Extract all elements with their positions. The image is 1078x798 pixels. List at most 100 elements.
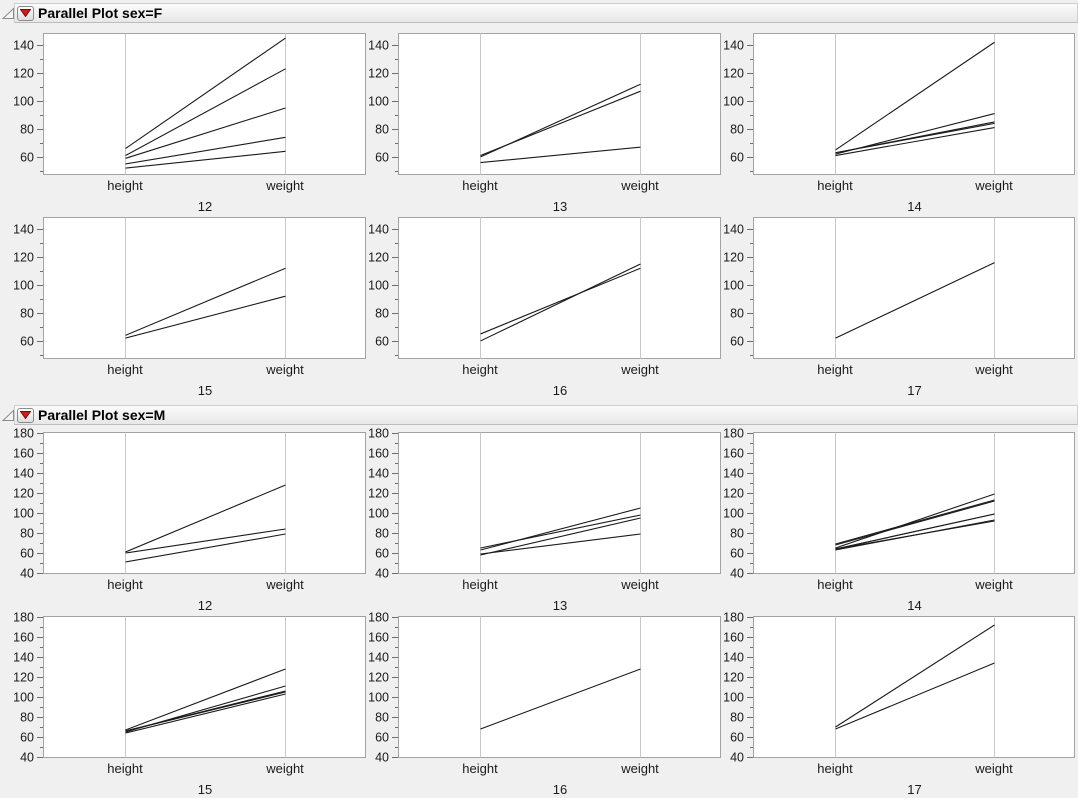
y-tick-label: 120 [368,251,389,265]
y-tick-label: 120 [723,671,744,685]
data-line[interactable] [125,528,286,554]
y-tick-label: 120 [368,67,389,81]
data-line[interactable] [835,624,995,728]
data-line[interactable] [125,136,286,165]
section-title: Parallel Plot sex=F [38,5,163,21]
red-triangle-glyph [20,411,31,419]
data-line[interactable] [480,517,641,556]
data-line[interactable] [480,514,641,549]
y-tick-label: 180 [723,427,744,441]
parallel-plot-panel-M-16[interactable]: 40 60 80 100 120 140 160 180 height weight 16 [365,602,722,798]
category-label: weight [265,577,304,592]
y-tick-label: 120 [723,487,744,501]
category-label: weight [974,178,1013,193]
y-tick-label: 100 [13,507,34,521]
parallel-plot-panel-M-13[interactable]: 40 60 80 100 120 140 160 180 height weight 13 [365,418,722,617]
y-tick-label: 60 [375,731,389,745]
parallel-plot-panel-M-12[interactable]: 40 60 80 100 120 140 160 180 height weight 12 [0,418,367,617]
y-tick-label: 100 [723,95,744,109]
y-tick-label: 140 [13,467,34,481]
data-line[interactable] [835,262,995,339]
data-line[interactable] [125,267,286,336]
y-tick-label: 120 [13,67,34,81]
parallel-plot-panel-F-16[interactable]: 60 80 100 120 140 height weight 16 [365,203,722,402]
parallel-plot-panel-M-15[interactable]: 40 60 80 100 120 140 160 180 height weight 15 [0,602,367,798]
data-line[interactable] [835,122,995,154]
y-tick-label: 40 [375,567,389,581]
data-line[interactable] [125,533,286,563]
data-line[interactable] [125,484,286,553]
parallel-plot-panel-F-12[interactable]: 60 80 100 120 140 height weight 12 [0,19,367,218]
data-line[interactable] [125,150,286,169]
y-tick-label: 140 [13,223,34,237]
y-tick-label: 100 [13,691,34,705]
parallel-plot-panel-M-14[interactable]: 40 60 80 100 120 140 160 180 height weight 14 [720,418,1076,617]
data-line[interactable] [480,263,641,342]
data-line[interactable] [835,499,995,545]
data-line[interactable] [125,295,286,339]
y-tick-label: 60 [730,731,744,745]
y-tick-label: 140 [723,651,744,665]
data-line[interactable] [480,146,641,164]
disclosure-open-icon[interactable] [2,7,15,20]
section-title: Parallel Plot sex=M [38,407,166,423]
data-line[interactable] [125,691,286,732]
y-tick-label: 60 [20,151,34,165]
data-line[interactable] [480,90,641,157]
y-tick-label: 120 [13,671,34,685]
y-tick-label: 60 [20,731,34,745]
parallel-plot-panel-F-13[interactable]: 60 80 100 120 140 height weight 13 [365,19,722,218]
data-line[interactable] [125,37,286,149]
data-line[interactable] [835,41,995,151]
section-header: Parallel Plot sex=F [14,3,1078,23]
plot-frame [398,616,721,758]
category-label: height [107,761,143,776]
y-tick-label: 80 [375,307,389,321]
data-line[interactable] [835,127,995,157]
y-tick-label: 80 [20,711,34,725]
data-line[interactable] [835,513,995,550]
red-triangle-menu-icon[interactable] [17,5,34,21]
red-triangle-glyph [20,9,31,17]
red-triangle-menu-icon[interactable] [17,407,34,423]
data-line[interactable] [125,68,286,157]
category-label: height [817,178,853,193]
y-tick-label: 140 [723,467,744,481]
y-tick-label: 120 [13,487,34,501]
parallel-plot-panel-M-17[interactable]: 40 60 80 100 120 140 160 180 height weight 17 [720,602,1076,798]
disclosure-open-icon[interactable] [2,409,15,422]
data-line[interactable] [480,533,641,555]
y-tick-label: 180 [13,427,34,441]
y-tick-label: 60 [375,151,389,165]
y-tick-label: 80 [730,123,744,137]
category-label: height [462,761,498,776]
y-tick-label: 100 [723,507,744,521]
data-line[interactable] [835,493,995,549]
data-line[interactable] [480,668,641,730]
data-line[interactable] [835,500,995,546]
data-line[interactable] [480,267,641,335]
group-label: 15 [198,383,212,398]
category-label: weight [620,178,659,193]
y-tick-label: 160 [13,631,34,645]
group-label: 16 [553,782,567,797]
data-line[interactable] [125,668,286,731]
y-tick-label: 120 [13,251,34,265]
parallel-plot-panel-F-17[interactable]: 60 80 100 120 140 height weight 17 [720,203,1076,402]
parallel-plot-panel-F-14[interactable]: 60 80 100 120 140 height weight 14 [720,19,1076,218]
y-tick-label: 80 [20,123,34,137]
group-label: 13 [553,598,567,613]
y-tick-label: 180 [368,427,389,441]
y-tick-label: 140 [723,223,744,237]
y-tick-label: 100 [368,507,389,521]
parallel-plot-panel-F-15[interactable]: 60 80 100 120 140 height weight 15 [0,203,367,402]
data-line[interactable] [835,520,995,550]
y-tick-label: 120 [368,671,389,685]
category-label: weight [620,577,659,592]
data-line[interactable] [125,107,286,159]
y-tick-label: 120 [723,67,744,81]
data-line[interactable] [835,662,995,730]
y-tick-label: 80 [730,307,744,321]
data-line[interactable] [125,693,286,734]
